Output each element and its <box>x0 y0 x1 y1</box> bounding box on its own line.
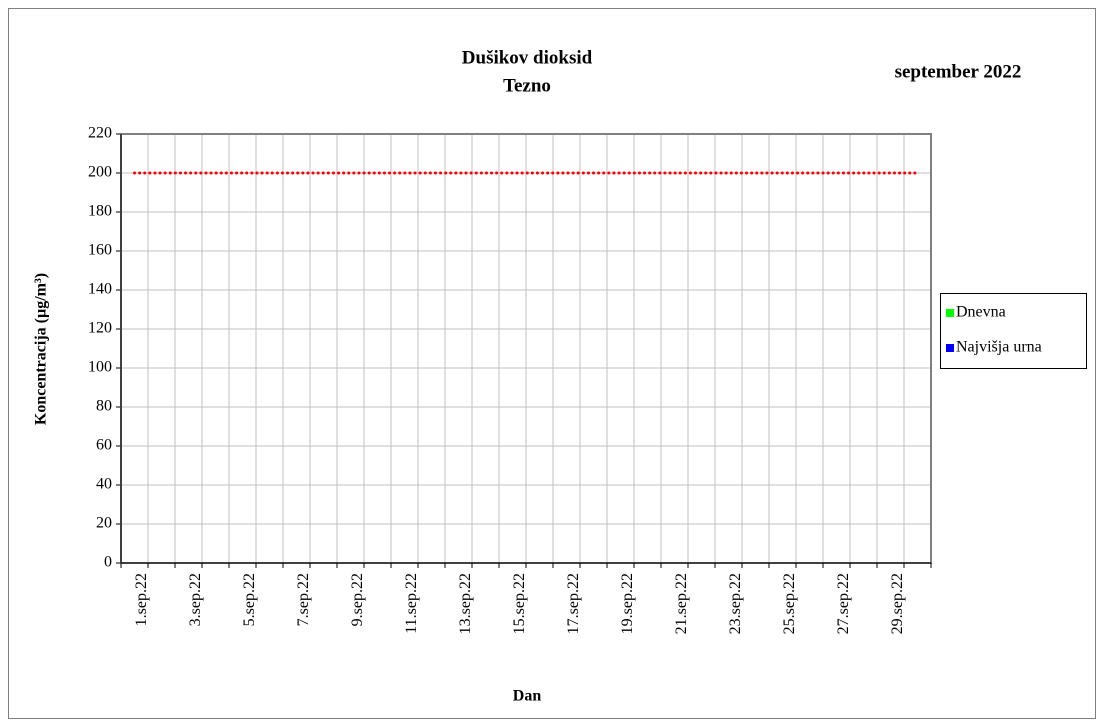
x-axis-title: Dan <box>513 688 542 705</box>
y-tick-label: 0 <box>104 554 112 571</box>
x-tick-label: 15.sep.22 <box>511 573 528 634</box>
y-tick-label: 20 <box>96 515 112 532</box>
y-tick-label: 80 <box>96 398 112 415</box>
legend-label: Najvišja urna <box>956 339 1042 356</box>
y-tick-label: 120 <box>88 320 112 337</box>
x-tick-label: 27.sep.22 <box>835 573 852 634</box>
y-tick-label: 220 <box>88 125 112 142</box>
chart-period: september 2022 <box>895 61 1022 82</box>
x-tick-label: 13.sep.22 <box>457 573 474 634</box>
x-tick-label: 21.sep.22 <box>673 573 690 634</box>
chart-title: Dušikov dioksid <box>462 47 593 68</box>
x-tick-label: 23.sep.22 <box>727 573 744 634</box>
y-tick-label: 180 <box>88 203 112 220</box>
legend-swatch <box>946 344 954 352</box>
x-tick-label: 29.sep.22 <box>889 573 906 634</box>
y-tick-label: 40 <box>96 476 112 493</box>
x-tick-label: 5.sep.22 <box>241 573 258 626</box>
y-axis-title: Koncentracija (µg/m³) <box>33 273 50 425</box>
legend-label: Dnevna <box>956 304 1006 321</box>
y-tick-label: 200 <box>88 164 112 181</box>
x-tick-label: 3.sep.22 <box>187 573 204 626</box>
x-tick-label: 17.sep.22 <box>565 573 582 634</box>
chart-subtitle: Tezno <box>503 75 551 96</box>
y-tick-label: 60 <box>96 437 112 454</box>
y-tick-label: 160 <box>88 242 112 259</box>
x-tick-label: 25.sep.22 <box>781 573 798 634</box>
x-tick-label: 1.sep.22 <box>133 573 150 626</box>
x-tick-label: 11.sep.22 <box>403 573 420 634</box>
legend <box>940 293 1087 369</box>
y-tick-label: 140 <box>88 281 112 298</box>
x-tick-label: 7.sep.22 <box>295 573 312 626</box>
x-tick-label: 9.sep.22 <box>349 573 366 626</box>
y-tick-label: 100 <box>88 359 112 376</box>
x-tick-label: 19.sep.22 <box>619 573 636 634</box>
legend-swatch <box>946 309 954 317</box>
